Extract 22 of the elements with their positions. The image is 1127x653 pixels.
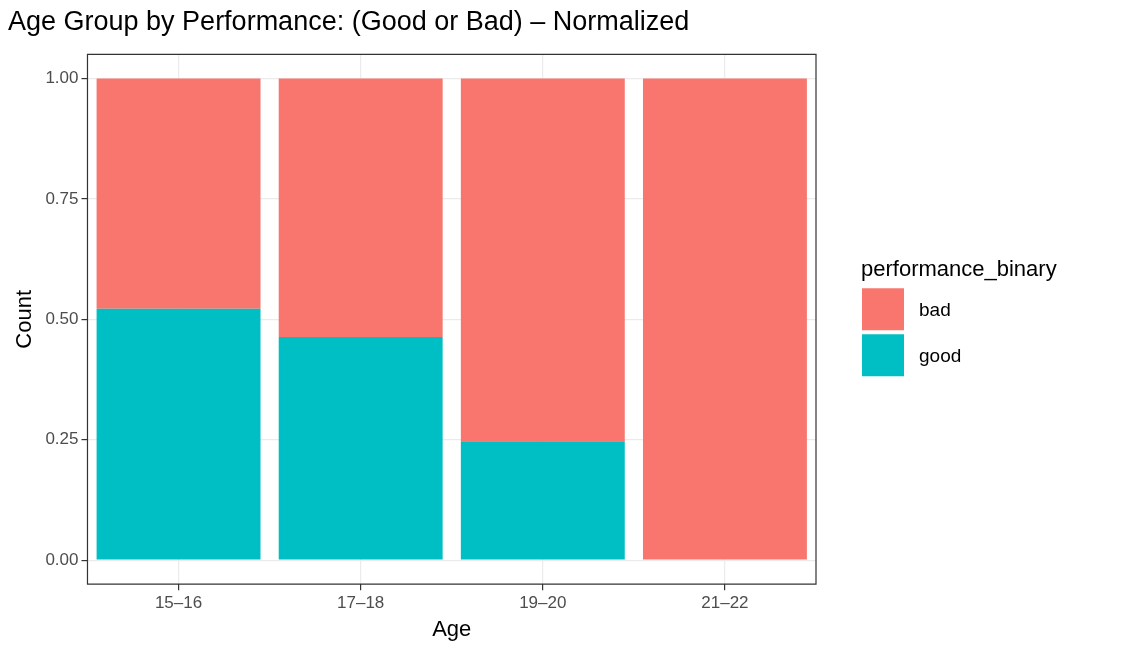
bar <box>460 441 625 560</box>
y-tick-label: 0.25 <box>45 429 79 449</box>
y-axis-title: Count <box>11 289 37 349</box>
x-tick-label: 19–20 <box>519 593 567 613</box>
y-tick-label: 0.00 <box>45 549 79 569</box>
legend-label: good <box>919 344 962 366</box>
legend-title: performance_binary <box>861 256 1057 282</box>
y-tick-label: 0.50 <box>45 308 79 328</box>
bar <box>278 337 443 560</box>
bar <box>96 308 261 560</box>
x-tick-label: 17–18 <box>337 593 385 613</box>
chart-title: Age Group by Performance: (Good or Bad) – Normalized <box>8 5 690 36</box>
legend-label: bad <box>919 298 951 320</box>
x-tick-label: 15–16 <box>154 593 203 613</box>
bar <box>96 78 261 309</box>
y-tick-label: 0.75 <box>45 188 79 208</box>
x-tick-label: 21–22 <box>701 593 749 613</box>
y-tick-label: 1.00 <box>45 68 79 88</box>
x-axis-title: Age <box>432 615 472 641</box>
bar <box>642 78 807 560</box>
bar <box>278 78 443 338</box>
bar <box>460 78 625 442</box>
